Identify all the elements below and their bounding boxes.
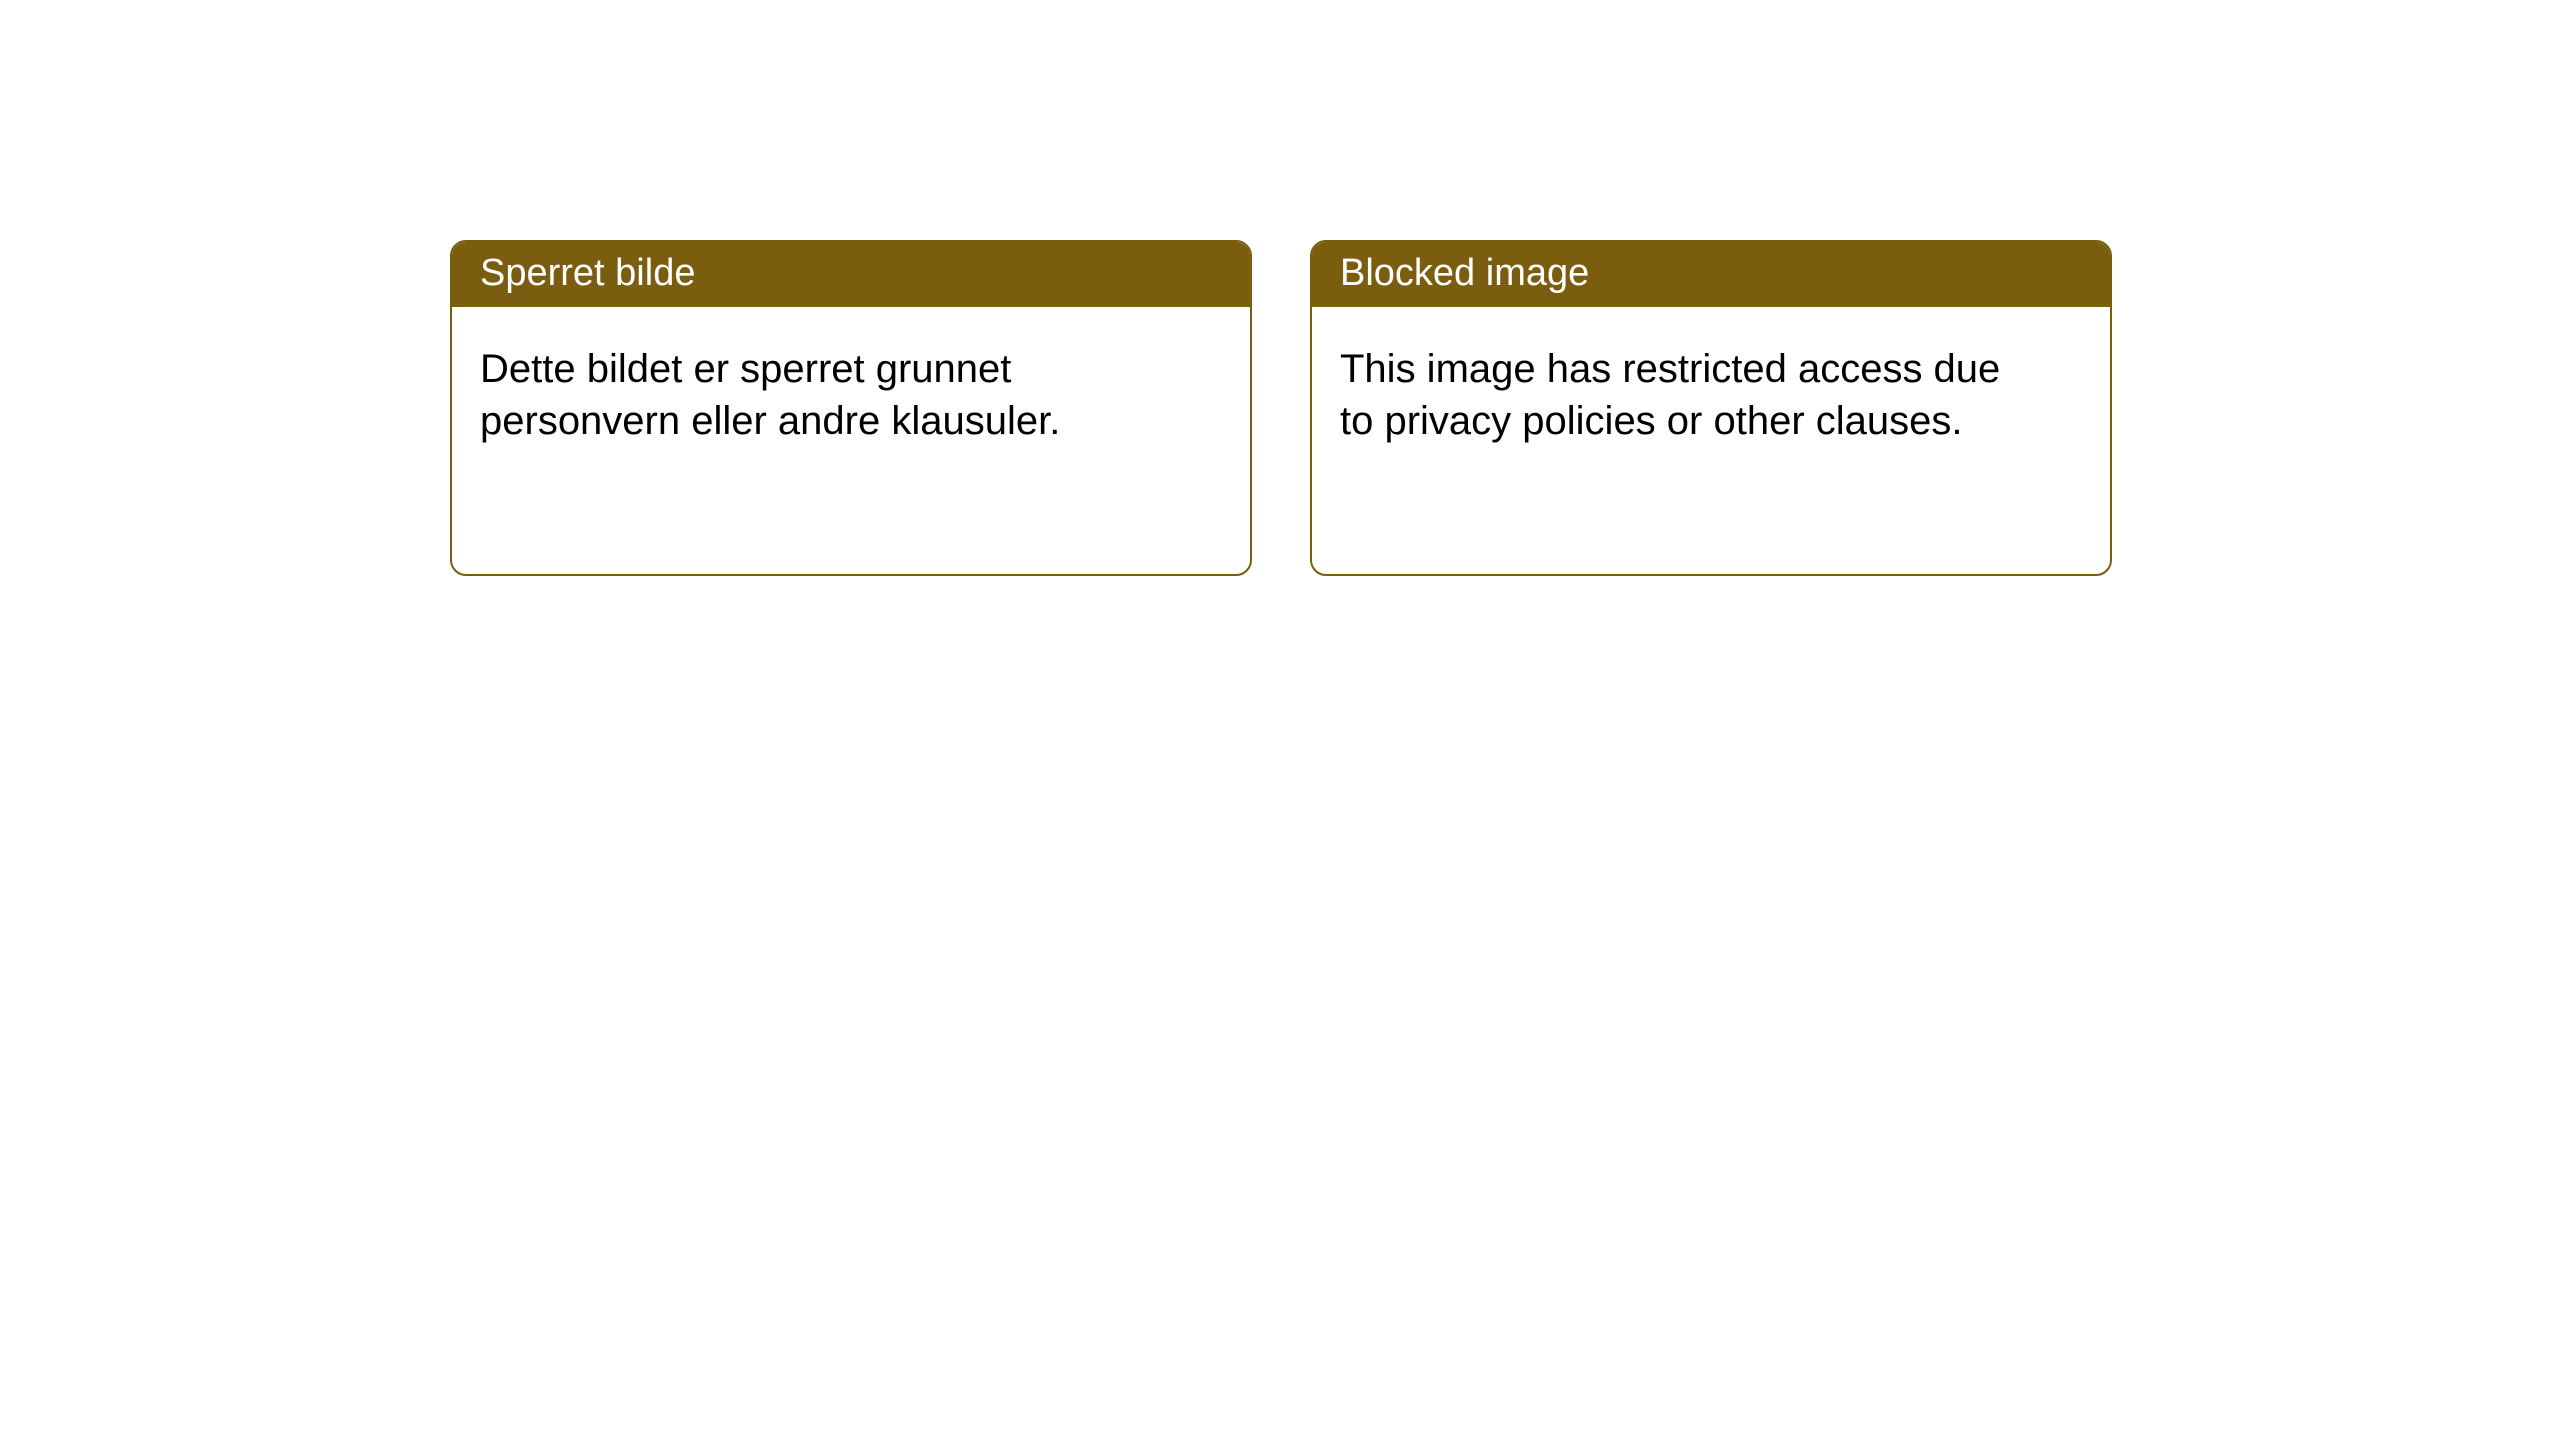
notice-body: This image has restricted access due to … (1312, 307, 2032, 475)
notice-header: Sperret bilde (452, 242, 1250, 307)
notice-card-english: Blocked image This image has restricted … (1310, 240, 2112, 576)
notice-title: Blocked image (1340, 252, 1589, 294)
notice-body: Dette bildet er sperret grunnet personve… (452, 307, 1172, 475)
notice-header: Blocked image (1312, 242, 2110, 307)
notice-message: Dette bildet er sperret grunnet personve… (480, 347, 1060, 443)
notice-card-norwegian: Sperret bilde Dette bildet er sperret gr… (450, 240, 1252, 576)
notice-message: This image has restricted access due to … (1340, 347, 2000, 443)
notice-container: Sperret bilde Dette bildet er sperret gr… (450, 240, 2112, 576)
notice-title: Sperret bilde (480, 252, 695, 294)
